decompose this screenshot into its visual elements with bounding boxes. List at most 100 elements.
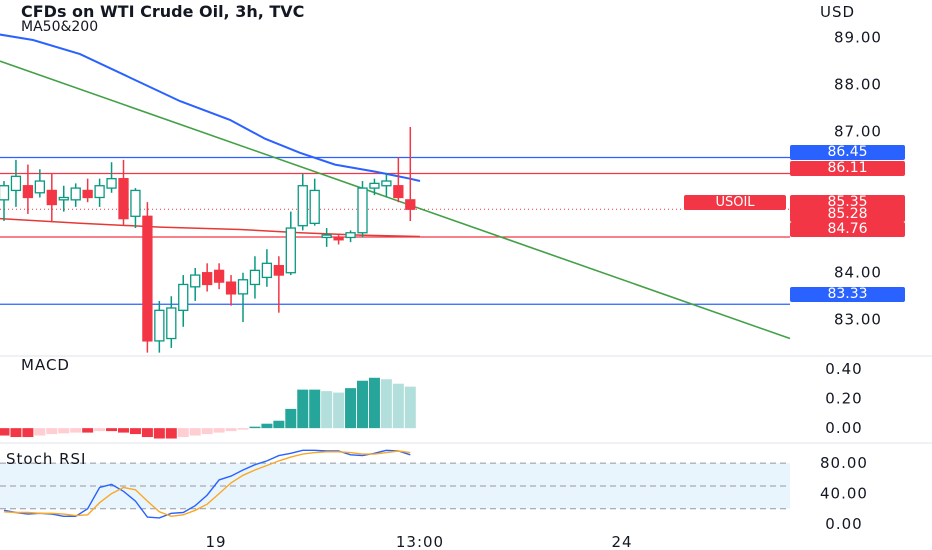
macd-label[interactable]: MACD: [21, 356, 70, 374]
time-axis-tick: 24: [611, 533, 632, 550]
macd-bar: [225, 428, 237, 432]
macd-bar: [333, 392, 345, 429]
candle-body: [213, 269, 225, 283]
candle-body: [58, 196, 69, 201]
price-axis-tick: 89.00: [834, 29, 882, 47]
macd-bar: [177, 428, 189, 438]
macd-bar: [404, 386, 416, 429]
price-tag: 86.45: [790, 145, 905, 160]
stoch-axis-tick: 80.00: [820, 454, 868, 472]
macd-bar: [392, 383, 404, 429]
candle-body: [405, 199, 416, 210]
candle-body: [82, 189, 93, 199]
candle-body: [34, 180, 45, 194]
currency-label: USD: [820, 3, 856, 21]
candle-body: [46, 189, 57, 206]
stoch-axis-tick: 0.00: [825, 515, 862, 533]
macd-bar: [141, 428, 153, 438]
macd-axis-tick: 0.20: [825, 390, 862, 408]
price-tag: 85.35: [790, 195, 905, 210]
macd-bar: [82, 428, 94, 433]
candle-body: [10, 175, 22, 192]
time-axis-tick: 19: [205, 533, 226, 550]
grid: [0, 355, 932, 444]
trend-line: [0, 60, 791, 340]
price-axis-tick: 87.00: [834, 123, 882, 141]
macd-bar: [368, 377, 380, 429]
macd-axis-tick: 0.00: [825, 419, 862, 437]
candle-body: [142, 215, 153, 342]
candle-body: [393, 185, 404, 199]
candles: [0, 126, 416, 353]
candle-body: [381, 180, 392, 187]
macd-bar: [321, 391, 333, 429]
candle-body: [106, 178, 117, 189]
macd-bar: [118, 428, 129, 433]
macd-bar: [261, 423, 273, 429]
price-axis-tick: 83.00: [834, 311, 882, 329]
candle-body: [201, 272, 213, 286]
candle-body: [237, 279, 249, 295]
candle-body: [178, 283, 189, 311]
axis-labels: 89.00 88.00 87.00 84.00 83.00 19 13:00 24 0.40 0.…: [205, 29, 882, 550]
candle-body: [261, 262, 273, 279]
ma200-line: [0, 217, 421, 238]
macd-bar: [22, 428, 34, 438]
candle-body: [166, 307, 177, 340]
macd-bar: [34, 428, 46, 436]
macd-bar: [46, 428, 58, 435]
candle-body: [273, 265, 285, 276]
macd-bar: [297, 389, 309, 429]
macd-bar: [201, 428, 213, 435]
candle-body: [118, 178, 129, 220]
macd-bar: [58, 428, 70, 434]
macd-bar: [106, 428, 118, 432]
macd-bar: [189, 428, 201, 436]
candle-body: [321, 234, 332, 239]
macd-bar: [237, 428, 249, 430]
indicator-label[interactable]: MA50&200: [21, 19, 99, 35]
candle-body: [190, 274, 201, 288]
stoch-rsi-plot: [0, 449, 790, 519]
macd-bar: [165, 428, 177, 439]
candle-body: [225, 281, 237, 295]
macd-bar: [249, 426, 261, 429]
macd-bar: [357, 380, 368, 429]
symbol-tag: USOIL: [684, 195, 786, 210]
macd-bar: [213, 428, 225, 433]
price-axis-tick: 88.00: [834, 76, 882, 94]
stoch-rsi-label[interactable]: Stoch RSI: [6, 450, 87, 468]
candle-body: [94, 185, 105, 199]
ma50-line: [0, 33, 421, 182]
price-axis-tick: 84.00: [834, 264, 882, 282]
macd-bar: [10, 428, 22, 438]
candle-body: [70, 187, 81, 201]
candle-body: [249, 269, 261, 286]
price-tag: 85.28: [790, 207, 905, 222]
macd-bar: [70, 428, 82, 433]
chart-title: CFDs on WTI Crude Oil, 3h, TVC: [21, 2, 305, 21]
candle-body: [369, 182, 380, 189]
macd-bar: [273, 420, 285, 429]
macd-histogram: [0, 377, 416, 439]
overlay-lines: [0, 33, 791, 340]
macd-bar: [153, 428, 165, 439]
price-tag: 86.11: [790, 161, 905, 176]
macd-axis-tick: 0.40: [825, 360, 862, 378]
candle-body: [345, 232, 356, 239]
stoch-d-line: [3, 450, 411, 518]
macd-bar: [380, 379, 392, 429]
macd-bar: [0, 428, 10, 436]
candle-body: [285, 227, 296, 274]
macd-bar: [129, 428, 141, 435]
candle-body: [357, 187, 368, 234]
candle-body: [22, 185, 34, 199]
macd-bar: [345, 388, 357, 429]
candle-body: [0, 185, 10, 201]
macd-bar: [94, 428, 106, 432]
price-tag: 83.33: [790, 287, 905, 302]
candle-body: [297, 185, 308, 227]
time-axis-tick: 13:00: [396, 533, 444, 550]
candle-body: [333, 236, 344, 241]
